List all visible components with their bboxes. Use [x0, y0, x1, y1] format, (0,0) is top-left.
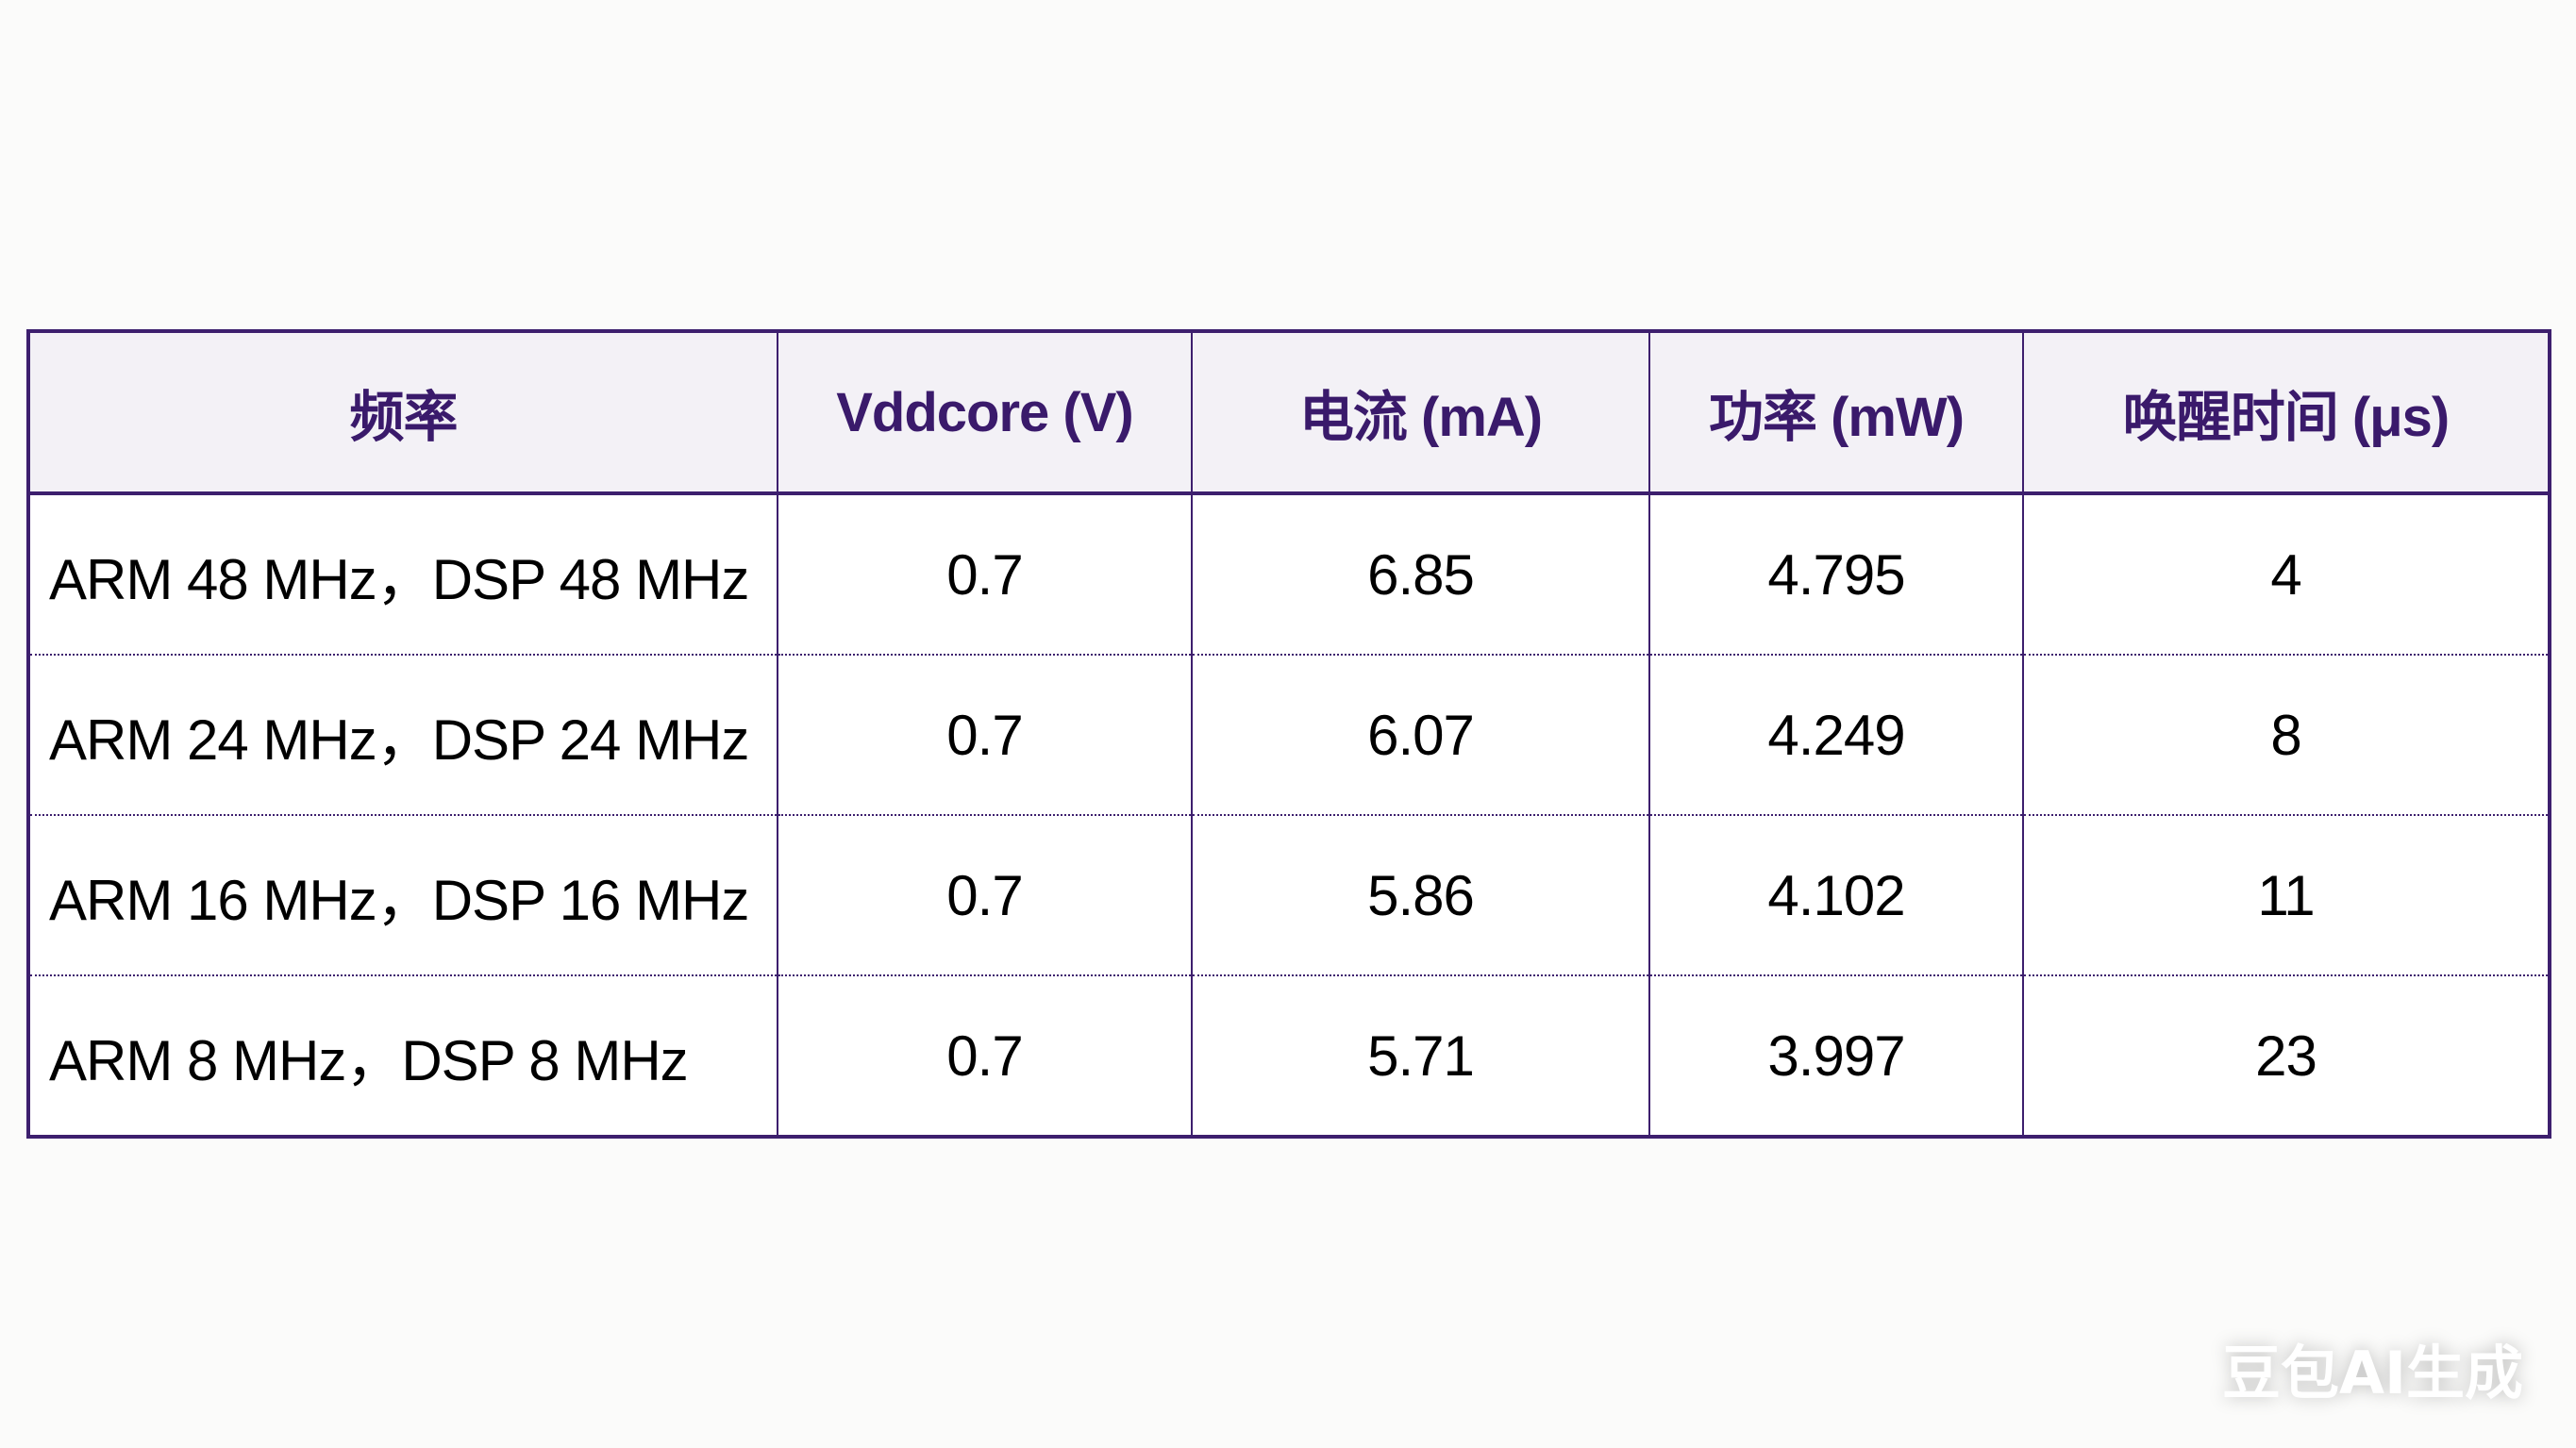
- cell-vddcore: 0.7: [777, 492, 1192, 655]
- header-current: 电流 (mA): [1191, 331, 1649, 495]
- cell-frequency: ARM 48 MHz，DSP 48 MHz: [28, 492, 778, 655]
- cell-current: 6.07: [1191, 654, 1649, 815]
- performance-table: 频率 Vddcore (V) 电流 (mA) 功率 (mW) 唤醒时间 (μs)…: [26, 329, 2551, 1139]
- cell-vddcore: 0.7: [777, 654, 1192, 815]
- table-row: ARM 8 MHz，DSP 8 MHz 0.7 5.71 3.997 23: [28, 974, 2550, 1137]
- watermark: 豆包AI生成: [2222, 1339, 2524, 1407]
- cell-wakeup-time: 23: [2022, 974, 2550, 1137]
- cell-current: 5.86: [1191, 814, 1649, 975]
- cell-vddcore: 0.7: [777, 814, 1192, 975]
- header-frequency: 频率: [28, 331, 778, 495]
- table-row: ARM 48 MHz，DSP 48 MHz 0.7 6.85 4.795 4: [28, 492, 2550, 655]
- table-row: ARM 16 MHz，DSP 16 MHz 0.7 5.86 4.102 11: [28, 814, 2550, 975]
- cell-wakeup-time: 4: [2022, 492, 2550, 655]
- cell-power: 4.249: [1648, 654, 2023, 815]
- header-row: 频率 Vddcore (V) 电流 (mA) 功率 (mW) 唤醒时间 (μs): [28, 331, 2550, 495]
- header-vddcore: Vddcore (V): [777, 331, 1192, 495]
- cell-power: 4.102: [1648, 814, 2023, 975]
- cell-power: 3.997: [1648, 974, 2023, 1137]
- cell-frequency: ARM 8 MHz，DSP 8 MHz: [28, 974, 778, 1137]
- header-power: 功率 (mW): [1648, 331, 2023, 495]
- table-row: ARM 24 MHz，DSP 24 MHz 0.7 6.07 4.249 8: [28, 654, 2550, 815]
- cell-current: 6.85: [1191, 492, 1649, 655]
- cell-frequency: ARM 16 MHz，DSP 16 MHz: [28, 814, 778, 975]
- cell-wakeup-time: 8: [2022, 654, 2550, 815]
- cell-vddcore: 0.7: [777, 974, 1192, 1137]
- cell-power: 4.795: [1648, 492, 2023, 655]
- cell-current: 5.71: [1191, 974, 1649, 1137]
- cell-frequency: ARM 24 MHz，DSP 24 MHz: [28, 654, 778, 815]
- cell-wakeup-time: 11: [2022, 814, 2550, 975]
- header-wakeup-time: 唤醒时间 (μs): [2022, 331, 2550, 495]
